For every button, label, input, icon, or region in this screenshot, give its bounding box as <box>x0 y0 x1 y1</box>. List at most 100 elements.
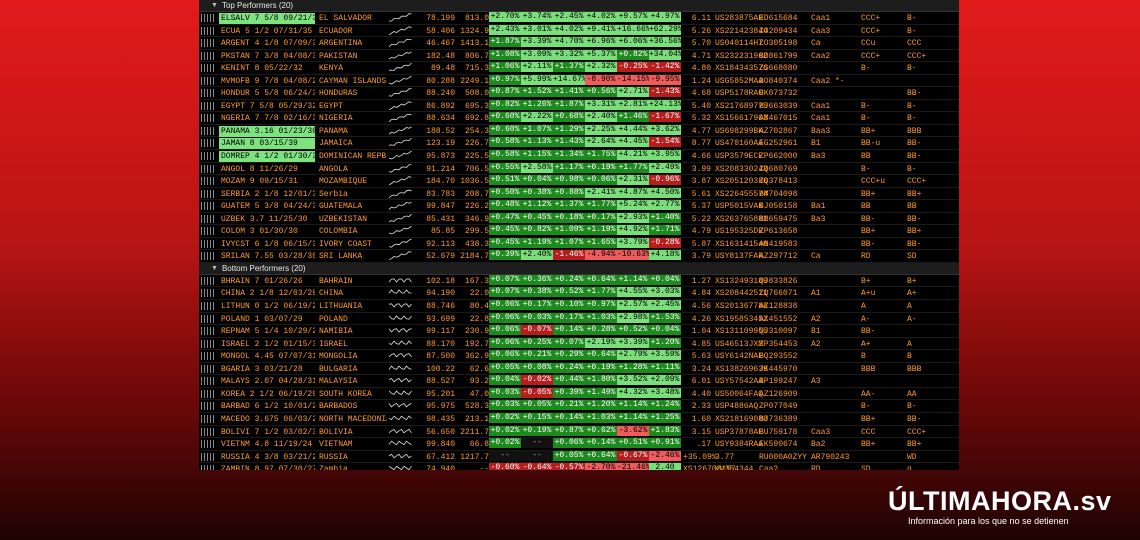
bond-ticker[interactable]: BARBAD 6 1/2 10/01/29 <box>221 402 315 412</box>
bars-icon[interactable] <box>201 139 215 148</box>
bond-ticker[interactable]: REPNAM 5 1/4 10/29/25 <box>221 327 315 337</box>
bars-icon[interactable] <box>201 377 215 386</box>
bond-ticker[interactable]: ELSALV 7 5/8 09/21/34 <box>219 13 315 24</box>
bond-row[interactable]: DOMREP 4 1/2 01/30/30 DOMINICAN REPB. 95.8… <box>199 150 959 163</box>
bond-ticker[interactable]: BOLIVI 7 1/2 03/02/30 <box>221 427 315 437</box>
bond-row[interactable]: BGARIA 3 03/21/28 BULGARIA 100.22 62.6 +0.05… <box>199 362 959 376</box>
section-header[interactable]: ▼ Top Performers (20) <box>199 0 959 12</box>
bond-row[interactable]: MACEDO 3.675 06/03/26 NORTH MACEDONIA 98.4… <box>199 412 959 426</box>
bars-icon[interactable] <box>201 126 215 135</box>
bond-row[interactable]: BHRAIN 7 01/26/26 BAHRAIN 102.18 167.3 +0.07… <box>199 274 959 288</box>
section-header[interactable]: ▼ Bottom Performers (20) <box>199 262 959 275</box>
bond-ticker[interactable]: KOREA 2 1/2 06/19/29 <box>221 389 315 399</box>
bars-icon[interactable] <box>201 302 215 311</box>
bars-icon[interactable] <box>201 227 215 236</box>
bond-row[interactable]: SRILAN 7.55 03/28/30 SRI LANKA 52.679 2184.… <box>199 250 959 263</box>
bond-ticker[interactable]: MOZAM 9 09/15/31 <box>221 177 298 187</box>
bars-icon[interactable] <box>201 352 215 361</box>
bond-row[interactable]: ELSALV 7 5/8 09/21/34 EL SALVADOR 78.199 81… <box>199 12 959 25</box>
bond-row[interactable]: ZAMBIN 8.97 07/30/27 Zambia 74.940 -- -0.60%… <box>199 463 959 470</box>
bars-icon[interactable] <box>201 164 215 173</box>
bond-ticker[interactable]: MONGOL 4.45 07/07/31 <box>221 352 315 362</box>
bond-row[interactable]: SERBIA 2 1/8 12/01/30 Serbia 83.783 208.7 +0… <box>199 187 959 201</box>
bond-ticker[interactable]: MACEDO 3.675 06/03/26 <box>221 414 315 424</box>
bond-ticker[interactable]: VIETNM 4.8 11/19/24 <box>221 440 313 450</box>
bond-row[interactable]: VIETNM 4.8 11/19/24 VIETNAM 99.840 66.8 +0.0… <box>199 438 959 451</box>
bond-ticker[interactable]: PKSTAN 7 3/8 04/08/31 <box>221 51 315 61</box>
bond-ticker[interactable]: BGARIA 3 03/21/28 <box>221 364 303 374</box>
bars-icon[interactable] <box>201 414 215 423</box>
bond-row[interactable]: MOZAM 9 09/15/31 MOZAMBIQUE 184.70 1036.5 +0… <box>199 175 959 188</box>
bond-ticker[interactable]: PANAMA 3.16 01/23/30 <box>219 125 315 137</box>
bars-icon[interactable] <box>201 276 215 285</box>
bond-ticker[interactable]: RUSSIA 4 3/8 03/21/29 <box>221 452 315 462</box>
bars-icon[interactable] <box>201 64 215 73</box>
bars-icon[interactable] <box>201 427 215 436</box>
bars-icon[interactable] <box>201 101 215 110</box>
bars-icon[interactable] <box>201 177 215 186</box>
bars-icon[interactable] <box>201 51 215 60</box>
bond-ticker[interactable]: BHRAIN 7 01/26/26 <box>221 276 303 286</box>
bond-row[interactable]: IVYCST 6 1/8 06/15/33 IVORY COAST 92.113 43… <box>199 237 959 251</box>
bond-row[interactable]: HONDUR 5 5/8 06/24/30 HONDURAS 88.240 508.0… <box>199 87 959 100</box>
bond-ticker[interactable]: HONDUR 5 5/8 06/24/30 <box>221 89 315 99</box>
bars-icon[interactable] <box>201 239 215 248</box>
collapse-arrow-icon[interactable]: ▼ <box>211 2 218 9</box>
bars-icon[interactable] <box>201 252 215 261</box>
bond-ticker[interactable]: ZAMBIN 8.97 07/30/27 <box>221 465 315 470</box>
bars-icon[interactable] <box>201 152 215 161</box>
bond-row[interactable]: JAMAN 8 03/15/39 JAMAICA 123.19 226.7 +0.58%… <box>199 137 959 151</box>
bars-icon[interactable] <box>201 202 215 211</box>
bars-icon[interactable] <box>201 327 215 336</box>
bond-ticker[interactable]: ISRAEL 2 1/2 01/15/30 <box>221 339 315 349</box>
bond-row[interactable]: KENINT 8 05/22/32 KENYA 89.48 715.3 +1.06% +2… <box>199 62 959 75</box>
bond-ticker[interactable]: SRILAN 7.55 03/28/30 <box>221 252 315 262</box>
bond-ticker[interactable]: CHINA 2 1/8 12/03/29 <box>221 289 315 299</box>
bond-ticker[interactable]: ECUA 5 1/2 07/31/35 <box>221 26 313 36</box>
bars-icon[interactable] <box>201 339 215 348</box>
bond-row[interactable]: COLOM 3 01/30/30 COLOMBIA 85.85 299.5 +0.45%… <box>199 225 959 238</box>
bond-row[interactable]: CHINA 2 1/8 12/03/29 CHINA 94.190 22.0 +0.07… <box>199 287 959 301</box>
bond-ticker[interactable]: MALAYS 2.07 04/28/31 <box>221 377 315 387</box>
bars-icon[interactable] <box>201 452 215 461</box>
bars-icon[interactable] <box>201 289 215 298</box>
bond-row[interactable]: BARBAD 6 1/2 10/01/29 BARBADOS 95.975 528.3… <box>199 400 959 413</box>
bond-row[interactable]: LITHUN 0 1/2 06/19/29 LITHUANIA 88.746 80.4… <box>199 300 959 313</box>
bond-ticker[interactable]: EGYPT 7 5/8 05/29/32 <box>221 101 315 111</box>
bars-icon[interactable] <box>201 314 215 323</box>
bond-row[interactable]: REPNAM 5 1/4 10/29/25 NAMIBIA 99.117 230.9 +… <box>199 325 959 338</box>
bond-row[interactable]: RUSSIA 4 3/8 03/21/29 RUSSIA 67.412 1217.7-… <box>199 450 959 464</box>
bars-icon[interactable] <box>201 39 215 48</box>
collapse-arrow-icon[interactable]: ▼ <box>211 264 218 272</box>
bond-row[interactable]: MALAYS 2.07 04/28/31 MALAYSIA 88.527 93.2 +0… <box>199 375 959 388</box>
bars-icon[interactable] <box>201 114 215 123</box>
bars-icon[interactable] <box>201 465 215 470</box>
bond-row[interactable]: BOLIVI 7 1/2 03/02/30 BOLIVIA 56.650 2211.7… <box>199 425 959 439</box>
bond-ticker[interactable]: ARGENT 4 1/8 07/09/35 <box>221 39 315 49</box>
bond-ticker[interactable]: JAMAN 8 03/15/39 <box>219 138 315 150</box>
bond-row[interactable]: UZBEK 3.7 11/25/30 UZBEKISTAN 85.431 346.9 +… <box>199 212 959 226</box>
bond-ticker[interactable]: MVMOFB 9 7/8 04/08/26 <box>221 76 315 86</box>
bond-row[interactable]: ISRAEL 2 1/2 01/15/30 ISRAEL 88.170 192.7 +0… <box>199 337 959 351</box>
bars-icon[interactable] <box>201 402 215 411</box>
bars-icon[interactable] <box>201 389 215 398</box>
bond-row[interactable]: ANGOL 8 11/26/29 ANGOLA 91.214 706.5 +0.55% +… <box>199 162 959 176</box>
bond-row[interactable]: POLAND 1 03/07/29 POLAND 93.699 22.8 +0.06% +… <box>199 312 959 326</box>
bond-ticker[interactable]: IVYCST 6 1/8 06/15/33 <box>221 239 315 249</box>
bars-icon[interactable] <box>201 440 215 449</box>
bond-ticker[interactable]: DOMREP 4 1/2 01/30/30 <box>219 151 315 163</box>
bars-icon[interactable] <box>201 364 215 373</box>
bond-row[interactable]: EGYPT 7 5/8 05/29/32 EGYPT 86.892 695.3 +0.8… <box>199 99 959 113</box>
bond-ticker[interactable]: ANGOL 8 11/26/29 <box>221 164 298 174</box>
bond-row[interactable]: PKSTAN 7 3/8 04/08/31 PAKISTAN 182.48 806.7… <box>199 49 959 63</box>
bars-icon[interactable] <box>201 14 215 22</box>
bond-row[interactable]: ARGENT 4 1/8 07/09/35 ARGENTINA 46.467 1413… <box>199 37 959 50</box>
bond-row[interactable]: MONGOL 4.45 07/07/31 MONGOLIA 87.500 362.9 +… <box>199 350 959 363</box>
bars-icon[interactable] <box>201 76 215 85</box>
bond-ticker[interactable]: UZBEK 3.7 11/25/30 <box>221 214 308 224</box>
bond-ticker[interactable]: KENINT 8 05/22/32 <box>221 64 303 74</box>
bond-ticker[interactable]: COLOM 3 01/30/30 <box>221 227 298 237</box>
bond-row[interactable]: PANAMA 3.16 01/23/30 PANAMA 188.52 254.3 +0.… <box>199 124 959 138</box>
bond-row[interactable]: NGERIA 7 7/8 02/16/32 NIGERIA 88.634 692.8 +… <box>199 112 959 125</box>
bars-icon[interactable] <box>201 26 215 35</box>
